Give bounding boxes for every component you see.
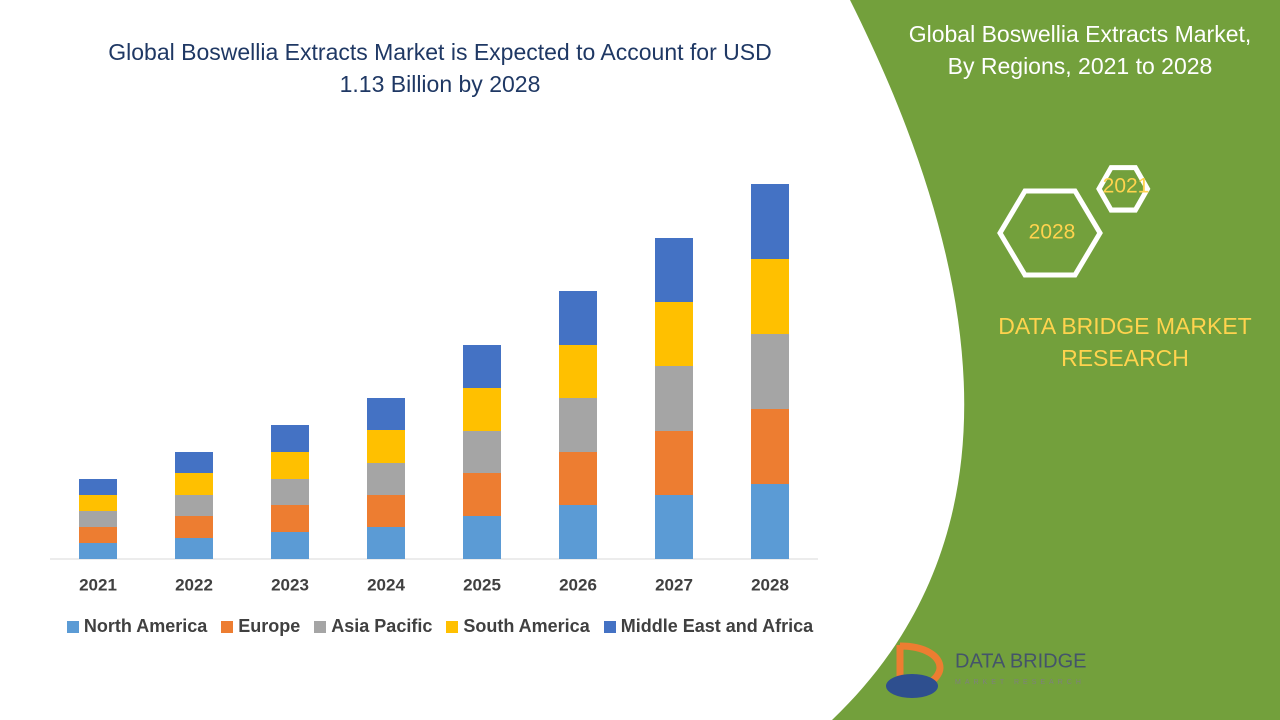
legend-label: Middle East and Africa — [620, 616, 814, 636]
bar-segment — [271, 479, 309, 505]
brand: DATA BRIDGE MARKET RESEARCH — [998, 313, 1252, 371]
bar-segment — [175, 538, 213, 559]
chart-title: Global Boswellia Extracts Market is Expe… — [108, 39, 772, 97]
legend-item: South America — [446, 616, 590, 637]
x-tick-label: 2024 — [367, 575, 405, 594]
legend-item: Asia Pacific — [314, 616, 432, 637]
bar-segment — [751, 259, 789, 334]
bar-segment — [463, 431, 501, 473]
legend-item: Middle East and Africa — [603, 616, 814, 637]
bar-segment — [79, 511, 117, 527]
x-tick-label: 2028 — [751, 575, 789, 594]
legend-swatch — [603, 620, 616, 633]
bar-segment — [751, 484, 789, 559]
bar-segment — [559, 345, 597, 398]
x-tick-label: 2022 — [175, 575, 213, 594]
legend-label: Europe — [238, 616, 301, 636]
legend-swatch — [314, 620, 327, 633]
bar-segment — [79, 479, 117, 495]
bar-segment — [655, 366, 693, 431]
bar-segment — [175, 495, 213, 516]
legend-swatch — [446, 620, 459, 633]
logo-mark — [886, 674, 938, 698]
bar-segment — [751, 409, 789, 484]
x-tick-label: 2027 — [655, 575, 693, 594]
legend-item: Europe — [221, 616, 300, 637]
legend-label: South America — [463, 616, 590, 636]
bar-segment — [655, 495, 693, 559]
logo-name: DATA BRIDGE — [955, 650, 1087, 672]
x-tick-label: 2021 — [79, 575, 117, 594]
bar-segment — [559, 452, 597, 505]
bar-segment — [559, 505, 597, 559]
legend-item: North America — [66, 616, 208, 637]
logo-sub: MARKET RESEARCH — [955, 679, 1085, 686]
bar-segment — [751, 184, 789, 259]
bar-segment — [79, 543, 117, 559]
legend-swatch — [221, 620, 234, 633]
bar-segment — [271, 425, 309, 452]
bar-segment — [367, 430, 405, 463]
bar-segment — [79, 495, 117, 511]
bar-segment — [367, 527, 405, 559]
hex-label: 2028 — [1029, 221, 1076, 244]
bar-segment — [751, 334, 789, 409]
bar-segment — [655, 431, 693, 495]
bar-segment — [367, 463, 405, 495]
hex-label: 2021 — [1103, 175, 1150, 198]
green-panel — [832, 0, 1280, 720]
bar-segment — [271, 532, 309, 559]
bar-segment — [463, 516, 501, 559]
legend: North America Europe Asia Pacific South Ame… — [40, 616, 840, 637]
bar-segment — [271, 452, 309, 479]
bar-segment — [367, 495, 405, 527]
bar-segment — [367, 398, 405, 430]
hexagon — [1096, 165, 1151, 213]
legend-swatch — [66, 620, 79, 633]
bar-segment — [175, 516, 213, 538]
bar-segment — [271, 505, 309, 532]
bar-segment — [655, 238, 693, 302]
panel-title: Global Boswellia Extracts Market, By Reg… — [908, 21, 1252, 79]
bar-segment — [559, 398, 597, 452]
bar-segment — [655, 302, 693, 366]
x-tick-label: 2025 — [463, 575, 501, 594]
bar-segment — [463, 388, 501, 431]
x-tick-label: 2026 — [559, 575, 597, 594]
x-tick-label: 2023 — [271, 575, 309, 594]
bar-segment — [175, 452, 213, 473]
bar-segment — [463, 345, 501, 388]
hexagon — [997, 188, 1103, 278]
bar-segment — [463, 473, 501, 516]
bar-segment — [175, 473, 213, 495]
bar-segment — [79, 527, 117, 543]
legend-label: North America — [83, 616, 208, 636]
legend-label: Asia Pacific — [331, 616, 433, 636]
bar-segment — [559, 291, 597, 345]
